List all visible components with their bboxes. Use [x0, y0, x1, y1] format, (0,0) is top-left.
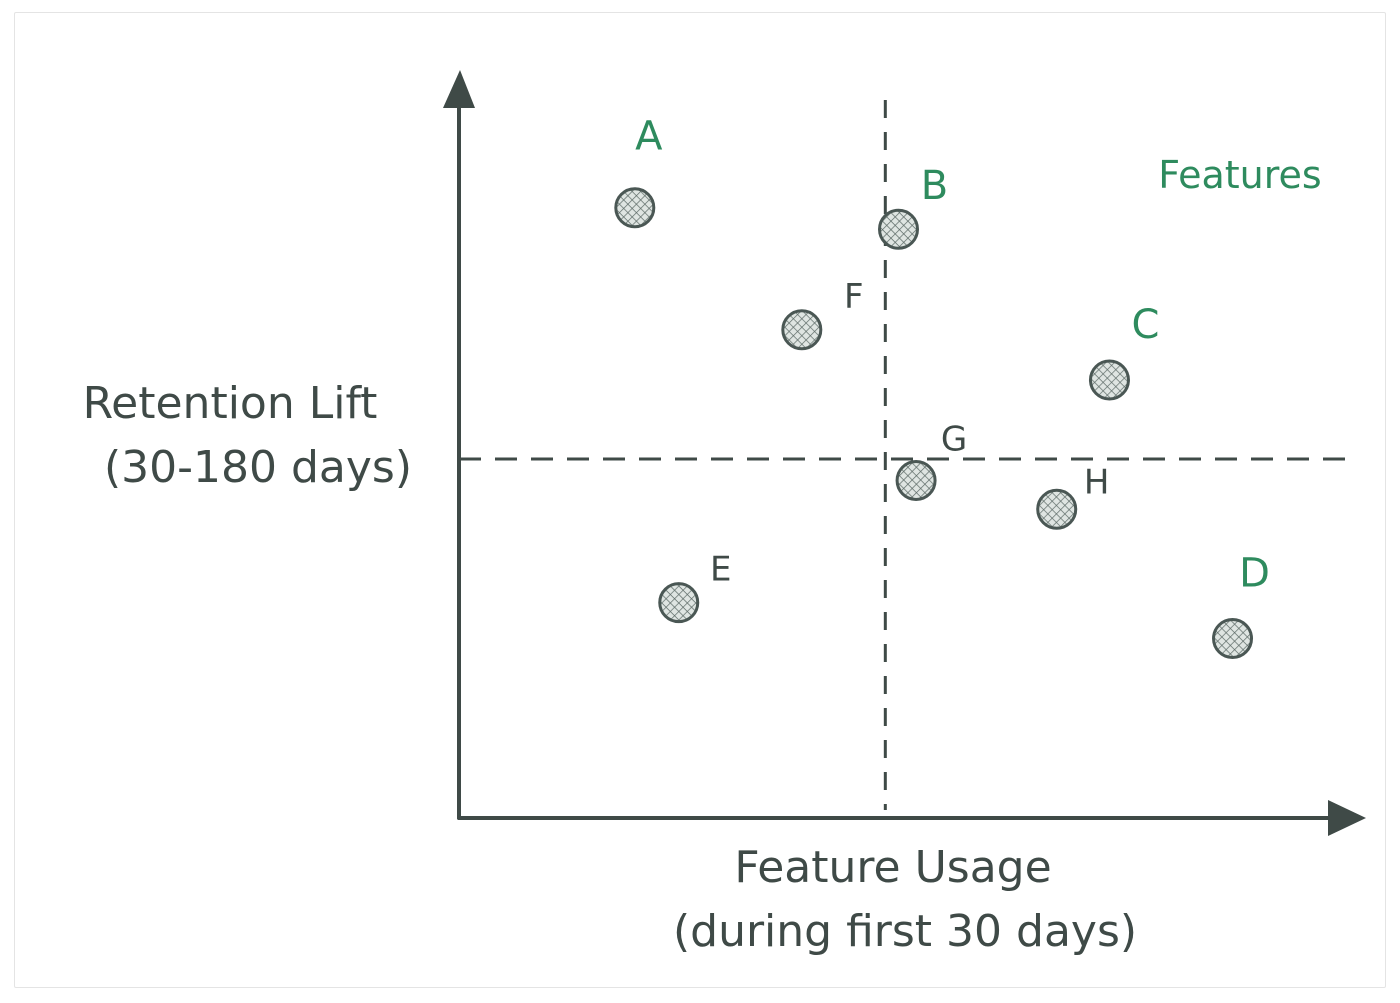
point-label-g: G — [941, 420, 967, 460]
y-axis-title-line1: Retention Lift — [83, 378, 378, 429]
point-label-f: F — [844, 277, 864, 317]
point-label-a: A — [635, 114, 663, 160]
point-label-b: B — [921, 163, 948, 209]
x-axis-arrow — [1328, 800, 1366, 836]
data-point-h — [1036, 488, 1078, 530]
data-point-d — [1212, 618, 1254, 659]
point-label-e: E — [710, 550, 731, 590]
data-point-c — [1088, 359, 1130, 401]
y-axis-arrow — [443, 70, 475, 108]
data-point-f — [781, 309, 823, 351]
point-label-h: H — [1084, 462, 1110, 502]
data-point-a — [614, 187, 656, 229]
point-label-d: D — [1239, 551, 1270, 597]
x-axis-title-line1: Feature Usage — [734, 842, 1051, 893]
data-points: A B C D E F G H — [614, 114, 1270, 659]
data-point-e — [658, 582, 700, 624]
data-point-g — [895, 460, 937, 502]
y-axis-title-line2: (30-180 days) — [104, 442, 412, 493]
legend-label: Features — [1158, 153, 1321, 197]
chart-frame — [14, 12, 1386, 988]
data-point-b — [878, 208, 919, 250]
point-label-c: C — [1131, 302, 1159, 348]
x-axis-title-line2: (during first 30 days) — [673, 906, 1137, 957]
